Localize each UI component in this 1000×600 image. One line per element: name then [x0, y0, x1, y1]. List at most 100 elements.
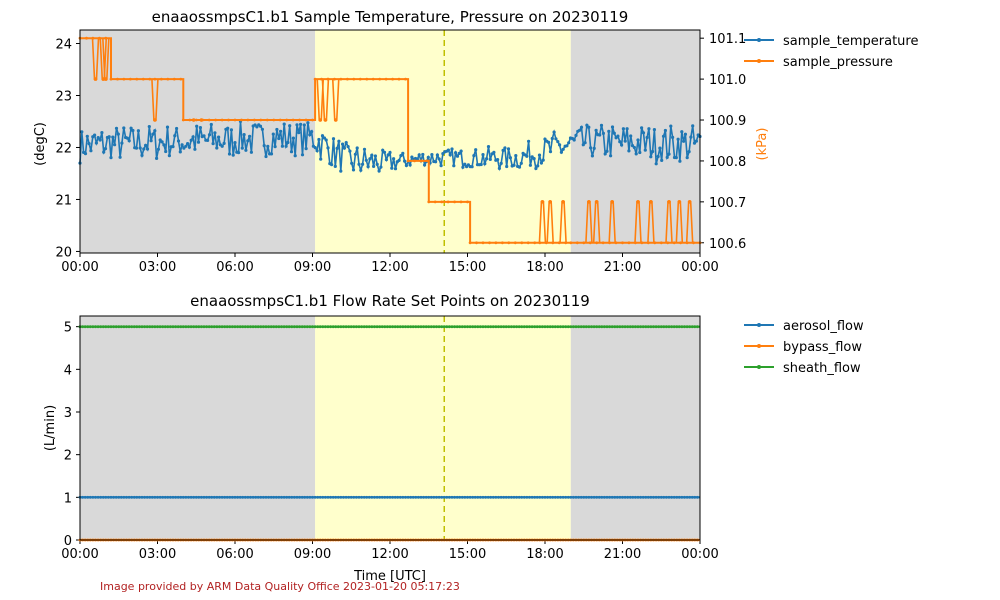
aerosol-flow-point: [417, 495, 420, 499]
sample-temperature-point: [209, 122, 213, 127]
aerosol-flow-point: [592, 495, 596, 499]
sheath-flow-point: [331, 325, 335, 329]
aerosol-flow-point: [94, 495, 97, 499]
sample-pressure-point: [326, 77, 330, 81]
aerosol-flow-point: [654, 495, 658, 499]
sample-temperature-point: [315, 149, 319, 153]
aerosol-flow-point: [267, 495, 270, 499]
sheath-flow-point: [249, 325, 252, 329]
sample-temperature-point: [362, 147, 367, 151]
sheath-flow-point: [688, 325, 692, 329]
sample-pressure-point: [507, 241, 511, 245]
sample-pressure-point: [320, 77, 323, 81]
sample-temperature-point: [231, 153, 235, 157]
sample-temperature-point: [140, 153, 144, 157]
aerosol-flow-point: [507, 495, 511, 499]
sheath-flow-point: [96, 325, 100, 329]
sample-pressure-point: [371, 77, 375, 81]
aerosol-flow-point: [367, 495, 371, 499]
sheath-flow-point: [481, 325, 485, 329]
sample-pressure-point: [672, 241, 676, 245]
aerosol-flow-point: [675, 495, 679, 499]
aerosol-flow-point: [171, 495, 175, 499]
aerosol-flow-point: [453, 495, 456, 499]
aerosol-flow-point: [194, 495, 198, 499]
sheath-flow-point: [313, 325, 317, 329]
x-tick-label: 00:00: [61, 547, 98, 562]
sample-temperature-point: [295, 123, 299, 127]
aerosol-flow-point: [161, 495, 165, 499]
sheath-flow-point: [166, 325, 170, 329]
legend-marker: [757, 365, 761, 369]
aerosol-flow-point: [401, 495, 405, 499]
sample-temperature-point: [275, 127, 279, 132]
sheath-flow-point: [197, 325, 201, 329]
sample-temperature-point: [485, 157, 489, 161]
sheath-flow-point: [370, 325, 374, 329]
sample-temperature-point: [116, 132, 120, 136]
sample-temperature-point: [113, 143, 117, 147]
aerosol-flow-point: [231, 495, 234, 499]
sheath-flow-point: [223, 325, 227, 329]
sheath-flow-point: [417, 325, 420, 329]
sample-pressure-point: [544, 241, 548, 245]
sample-temperature-point: [375, 162, 379, 166]
aerosol-flow-point: [225, 495, 229, 499]
aerosol-flow-point: [489, 495, 493, 499]
aerosol-flow-point: [287, 495, 291, 499]
sample-temperature-point: [237, 151, 241, 155]
sample-temperature-point: [379, 165, 383, 169]
sample-pressure-point: [634, 241, 637, 245]
sheath-flow-point: [535, 325, 539, 329]
sample-pressure-point: [172, 77, 176, 81]
sample-pressure-point: [384, 77, 388, 81]
sample-temperature-point: [94, 141, 98, 145]
sample-temperature-point: [217, 135, 221, 139]
sample-pressure-point: [687, 200, 692, 204]
sheath-flow-point: [287, 325, 291, 329]
aerosol-flow-point: [543, 495, 547, 499]
sample-temperature-point: [567, 141, 571, 145]
sample-temperature-point: [636, 138, 640, 142]
sheath-flow-point: [246, 325, 250, 329]
sheath-flow-point: [334, 325, 338, 329]
aerosol-flow-point: [308, 495, 312, 499]
sample-pressure-point: [582, 241, 586, 245]
aerosol-flow-point: [138, 495, 141, 499]
sample-pressure-point: [160, 77, 163, 81]
sample-temperature-point: [337, 139, 341, 143]
plot-area: 00:00 03:00 06:00 09:00 12:00 15:00 18:00 21:00…: [55, 29, 746, 275]
aerosol-flow-point: [285, 495, 289, 499]
sheath-flow-point: [192, 325, 196, 329]
y-tick-label: 23: [55, 89, 72, 104]
sample-temperature-point: [450, 147, 454, 151]
sample-pressure-point: [98, 36, 101, 40]
sheath-flow-point: [569, 325, 573, 329]
sample-temperature-point: [514, 154, 518, 158]
aerosol-flow-point: [349, 495, 353, 499]
sample-pressure-point: [352, 77, 356, 81]
sample-pressure-point: [85, 36, 88, 40]
sheath-flow-point: [626, 325, 630, 329]
sheath-flow-point: [618, 325, 622, 329]
sample-temperature-point: [399, 154, 403, 158]
aerosol-flow-point: [360, 495, 363, 499]
sample-temperature-point: [627, 149, 631, 153]
sheath-flow-point: [553, 325, 557, 329]
aerosol-flow-point: [662, 495, 666, 499]
aerosol-flow-point: [432, 495, 436, 499]
sample-temperature-point: [556, 140, 560, 144]
plot-border: [79, 315, 701, 541]
aerosol-flow-point: [538, 495, 542, 499]
sheath-flow-point: [114, 325, 118, 329]
aerosol-flow-point: [569, 495, 573, 499]
sheath-flow-point: [662, 325, 666, 329]
aerosol-flow-point: [109, 495, 113, 499]
aerosol-flow-point: [471, 495, 475, 499]
sample-temperature-point: [401, 151, 405, 155]
aerosol-flow-point: [210, 495, 214, 499]
sample-pressure-point: [426, 159, 429, 163]
sample-temperature-point: [446, 148, 450, 152]
sample-temperature-point: [120, 141, 124, 145]
sample-temperature-point: [519, 161, 523, 165]
